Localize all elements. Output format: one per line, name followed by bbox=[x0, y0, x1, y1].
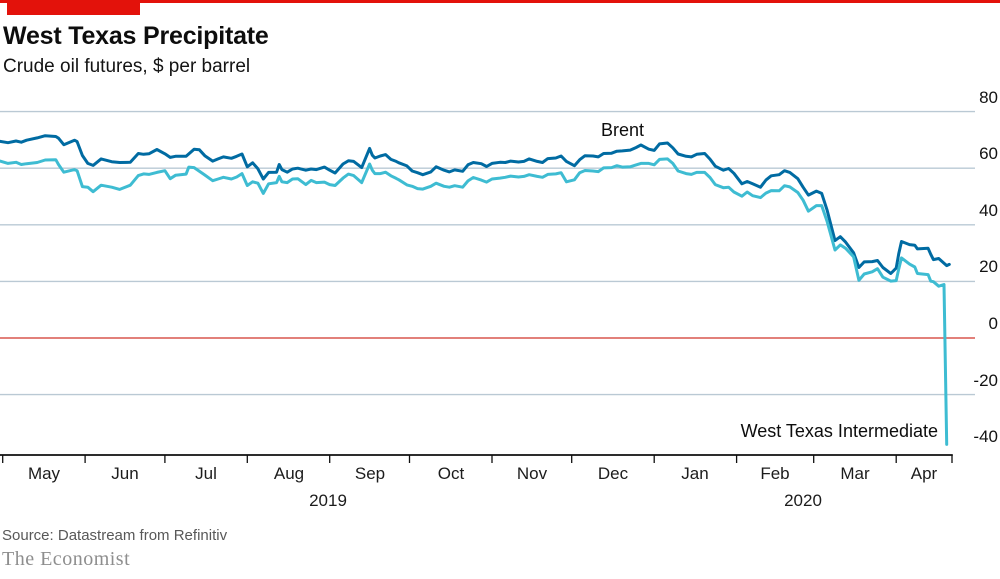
chart-subtitle: Crude oil futures, $ per barrel bbox=[3, 56, 251, 77]
month-tick-label: Dec bbox=[597, 464, 629, 483]
y-tick-label: 80 bbox=[979, 88, 998, 107]
month-tick-label: May bbox=[27, 464, 61, 483]
year-label: 2020 bbox=[784, 491, 822, 510]
month-tick-label: Aug bbox=[273, 464, 305, 483]
month-tick-label: Oct bbox=[437, 464, 465, 483]
top-red-rule bbox=[0, 0, 1000, 3]
wti-series-label: West Texas Intermediate bbox=[740, 421, 938, 441]
month-tick-label: Apr bbox=[910, 464, 938, 483]
month-tick-label: Sep bbox=[354, 464, 386, 483]
month-tick-label: Feb bbox=[760, 464, 790, 483]
chart-title: West Texas Precipitate bbox=[3, 22, 269, 50]
y-tick-label: 60 bbox=[979, 144, 998, 163]
month-tick-label: Jul bbox=[195, 464, 217, 483]
month-tick-label: Mar bbox=[840, 464, 870, 483]
month-tick-label: Jan bbox=[681, 464, 709, 483]
y-tick-label: 40 bbox=[979, 201, 998, 220]
brent-series-label: Brent bbox=[601, 120, 645, 140]
source-note: Source: Datastream from Refinitiv bbox=[2, 527, 228, 544]
economist-wordmark: The Economist bbox=[2, 548, 131, 570]
year-label: 2019 bbox=[309, 491, 347, 510]
y-tick-label: 20 bbox=[979, 257, 998, 276]
brent-line bbox=[0, 134, 951, 275]
wti-line bbox=[0, 157, 949, 446]
y-tick-label: -20 bbox=[973, 371, 998, 390]
month-tick-label: Jun bbox=[111, 464, 139, 483]
y-tick-label: 0 bbox=[988, 314, 998, 333]
y-tick-label: -40 bbox=[973, 427, 998, 446]
red-corner-tab bbox=[7, 0, 140, 15]
month-tick-label: Nov bbox=[516, 464, 548, 483]
